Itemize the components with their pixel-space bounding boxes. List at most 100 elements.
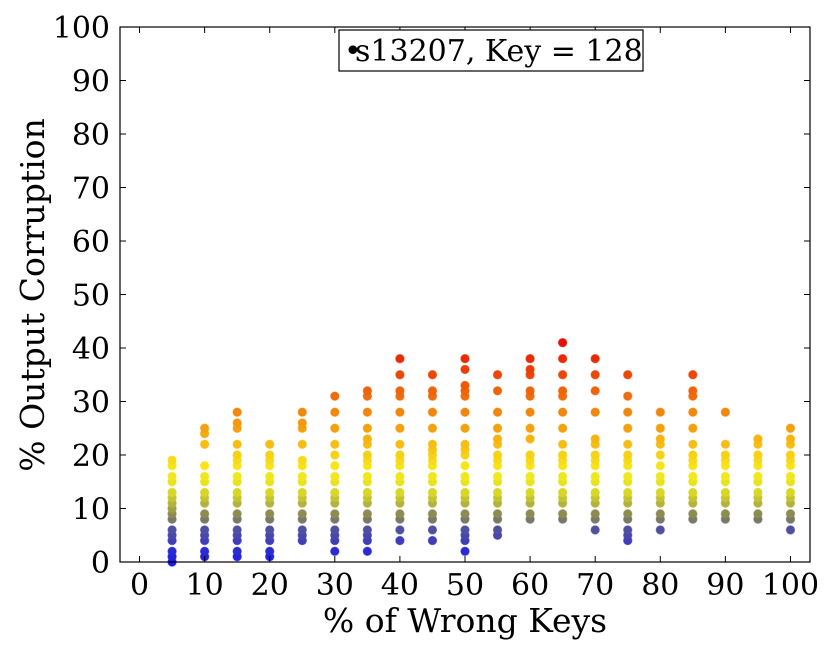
scatter-point	[557, 450, 568, 460]
scatter-point	[427, 487, 438, 498]
scatter-point	[330, 461, 340, 471]
scatter-point	[623, 471, 633, 482]
scatter-point	[590, 471, 600, 482]
scatter-point	[688, 450, 698, 460]
scatter-point	[623, 487, 633, 498]
x-tick-label: 20	[251, 568, 289, 603]
scatter-point	[232, 546, 242, 556]
scatter-point	[395, 487, 405, 498]
scatter-point	[557, 487, 568, 498]
scatter-point	[330, 525, 340, 535]
scatter-point	[167, 525, 177, 535]
scatter-point	[557, 439, 568, 449]
legend-label: s13207, Key = 128	[355, 34, 643, 69]
scatter-point	[167, 455, 177, 466]
legend: • s13207, Key = 128	[338, 29, 644, 72]
scatter-point	[688, 407, 698, 417]
scatter-point	[785, 471, 796, 482]
scatter-point	[297, 487, 307, 498]
scatter-point	[492, 423, 503, 433]
scatter-point	[232, 471, 242, 482]
scatter-point	[688, 471, 698, 482]
y-tick-label: 10	[72, 493, 110, 528]
scatter-point	[720, 509, 731, 519]
scatter-point	[460, 487, 470, 498]
scatter-point	[590, 487, 600, 498]
x-tick-label: 60	[511, 568, 549, 603]
scatter-point	[785, 487, 796, 498]
y-tick-label: 50	[72, 279, 110, 314]
scatter-point	[460, 461, 470, 471]
scatter-point	[655, 509, 665, 519]
scatter-point	[525, 487, 535, 498]
scatter-point	[330, 439, 340, 449]
x-tick-label: 70	[576, 568, 614, 603]
scatter-point	[720, 407, 731, 417]
scatter-point	[525, 450, 535, 460]
scatter-point	[785, 423, 796, 433]
y-tick-label: 30	[72, 386, 110, 421]
scatter-point	[492, 487, 503, 498]
scatter-point	[362, 434, 373, 444]
scatter-point	[395, 423, 405, 433]
scatter-point	[655, 407, 665, 417]
scatter-point	[362, 525, 373, 535]
scatter-point	[492, 370, 503, 380]
scatter-point	[199, 525, 210, 535]
y-tick-label: 90	[72, 65, 110, 100]
x-tick-label: 40	[381, 568, 419, 603]
scatter-point	[427, 370, 438, 380]
scatter-point	[655, 434, 665, 444]
scatter-point	[460, 364, 470, 375]
scatter-point	[460, 354, 470, 364]
scatter-point	[199, 487, 210, 498]
scatter-point	[395, 525, 405, 535]
scatter-point	[590, 407, 600, 417]
scatter-point	[688, 509, 698, 519]
scatter-point	[460, 439, 470, 449]
scatter-point	[199, 546, 210, 556]
scatter-point	[232, 439, 242, 449]
scatter-point	[265, 546, 275, 556]
scatter-point	[362, 509, 373, 519]
scatter-point	[557, 423, 568, 433]
scatter-point	[232, 509, 242, 519]
scatter-point	[557, 407, 568, 417]
scatter-point	[590, 509, 600, 519]
y-tick-label: 80	[72, 118, 110, 153]
scatter-point	[265, 509, 275, 519]
x-tick-label: 30	[316, 568, 354, 603]
scatter-point	[232, 525, 242, 535]
scatter-point	[297, 418, 307, 428]
scatter-point	[492, 386, 503, 396]
scatter-point	[525, 354, 535, 364]
scatter-point	[297, 407, 307, 417]
x-tick-label: 50	[446, 568, 484, 603]
scatter-point	[199, 509, 210, 519]
legend-box	[338, 29, 644, 72]
scatter-point	[720, 439, 731, 449]
scatter-point	[492, 407, 503, 417]
scatter-point	[785, 434, 796, 444]
x-tick-label: 90	[706, 568, 744, 603]
scatter-point	[753, 471, 763, 482]
scatter-point	[655, 461, 665, 471]
scatter-point	[590, 434, 600, 444]
scatter-point	[525, 423, 535, 433]
scatter-point	[330, 487, 340, 498]
scatter-point	[330, 450, 340, 460]
scatter-point	[785, 450, 796, 460]
y-tick-label: 20	[72, 439, 110, 474]
scatter-point	[427, 471, 438, 482]
scatter-point	[265, 471, 275, 482]
scatter-point	[395, 354, 405, 364]
scatter-point	[753, 450, 763, 460]
scatter-point	[623, 525, 633, 535]
scatter-point	[785, 525, 796, 535]
scatter-point	[297, 439, 307, 449]
scatter-point	[623, 509, 633, 519]
scatter-point	[297, 509, 307, 519]
scatter-point	[167, 471, 177, 482]
scatter-point	[362, 423, 373, 433]
